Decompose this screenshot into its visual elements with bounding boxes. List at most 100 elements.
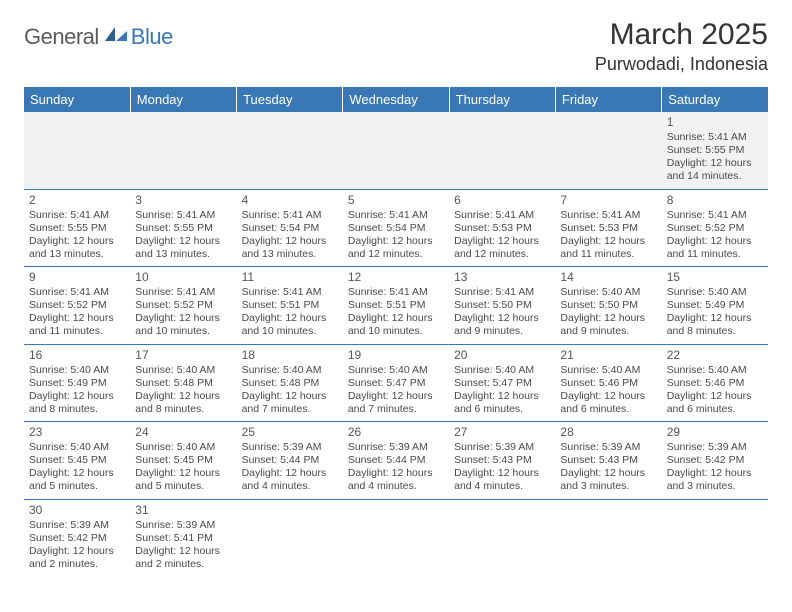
sunrise-text: Sunrise: 5:40 AM bbox=[29, 441, 125, 454]
day-number: 22 bbox=[667, 348, 763, 363]
daylight1-text: Daylight: 12 hours bbox=[135, 390, 231, 403]
daylight1-text: Daylight: 12 hours bbox=[348, 390, 444, 403]
calendar-cell: 8Sunrise: 5:41 AMSunset: 5:52 PMDaylight… bbox=[662, 189, 768, 267]
sunset-text: Sunset: 5:45 PM bbox=[135, 454, 231, 467]
sunset-text: Sunset: 5:54 PM bbox=[348, 222, 444, 235]
daylight1-text: Daylight: 12 hours bbox=[348, 467, 444, 480]
calendar-cell: 29Sunrise: 5:39 AMSunset: 5:42 PMDayligh… bbox=[662, 422, 768, 500]
day-number: 29 bbox=[667, 425, 763, 440]
daylight2-text: and 4 minutes. bbox=[454, 480, 550, 493]
day-number: 16 bbox=[29, 348, 125, 363]
daylight1-text: Daylight: 12 hours bbox=[135, 312, 231, 325]
calendar-row: 16Sunrise: 5:40 AMSunset: 5:49 PMDayligh… bbox=[24, 344, 768, 422]
day-number: 13 bbox=[454, 270, 550, 285]
calendar-cell: 4Sunrise: 5:41 AMSunset: 5:54 PMDaylight… bbox=[237, 189, 343, 267]
day-header: Saturday bbox=[662, 87, 768, 112]
sunrise-text: Sunrise: 5:40 AM bbox=[135, 364, 231, 377]
daylight1-text: Daylight: 12 hours bbox=[135, 545, 231, 558]
daylight1-text: Daylight: 12 hours bbox=[454, 235, 550, 248]
sunrise-text: Sunrise: 5:40 AM bbox=[29, 364, 125, 377]
sunset-text: Sunset: 5:55 PM bbox=[29, 222, 125, 235]
daylight1-text: Daylight: 12 hours bbox=[667, 235, 763, 248]
day-header: Friday bbox=[555, 87, 661, 112]
sunset-text: Sunset: 5:52 PM bbox=[29, 299, 125, 312]
sunset-text: Sunset: 5:52 PM bbox=[135, 299, 231, 312]
sunrise-text: Sunrise: 5:39 AM bbox=[348, 441, 444, 454]
daylight1-text: Daylight: 12 hours bbox=[348, 235, 444, 248]
sunset-text: Sunset: 5:46 PM bbox=[560, 377, 656, 390]
daylight1-text: Daylight: 12 hours bbox=[29, 312, 125, 325]
day-number: 2 bbox=[29, 193, 125, 208]
sunset-text: Sunset: 5:55 PM bbox=[135, 222, 231, 235]
calendar-cell bbox=[449, 112, 555, 189]
day-header: Tuesday bbox=[237, 87, 343, 112]
daylight2-text: and 12 minutes. bbox=[348, 248, 444, 261]
sunset-text: Sunset: 5:53 PM bbox=[454, 222, 550, 235]
sunrise-text: Sunrise: 5:40 AM bbox=[242, 364, 338, 377]
calendar-cell: 28Sunrise: 5:39 AMSunset: 5:43 PMDayligh… bbox=[555, 422, 661, 500]
daylight1-text: Daylight: 12 hours bbox=[454, 312, 550, 325]
day-number: 26 bbox=[348, 425, 444, 440]
sunrise-text: Sunrise: 5:40 AM bbox=[560, 364, 656, 377]
day-number: 25 bbox=[242, 425, 338, 440]
calendar-cell bbox=[130, 112, 236, 189]
daylight1-text: Daylight: 12 hours bbox=[135, 235, 231, 248]
daylight2-text: and 6 minutes. bbox=[560, 403, 656, 416]
calendar-cell bbox=[662, 499, 768, 576]
daylight2-text: and 9 minutes. bbox=[454, 325, 550, 338]
calendar-row: 9Sunrise: 5:41 AMSunset: 5:52 PMDaylight… bbox=[24, 267, 768, 345]
calendar-row: 1Sunrise: 5:41 AMSunset: 5:55 PMDaylight… bbox=[24, 112, 768, 189]
sunrise-text: Sunrise: 5:41 AM bbox=[454, 209, 550, 222]
sunset-text: Sunset: 5:50 PM bbox=[454, 299, 550, 312]
sunset-text: Sunset: 5:51 PM bbox=[242, 299, 338, 312]
daylight2-text: and 2 minutes. bbox=[135, 558, 231, 571]
sunrise-text: Sunrise: 5:41 AM bbox=[667, 131, 763, 144]
sunset-text: Sunset: 5:43 PM bbox=[560, 454, 656, 467]
daylight2-text: and 12 minutes. bbox=[454, 248, 550, 261]
daylight2-text: and 6 minutes. bbox=[454, 403, 550, 416]
day-number: 23 bbox=[29, 425, 125, 440]
calendar-cell bbox=[343, 112, 449, 189]
calendar-cell bbox=[449, 499, 555, 576]
daylight2-text: and 10 minutes. bbox=[242, 325, 338, 338]
daylight2-text: and 4 minutes. bbox=[242, 480, 338, 493]
daylight2-text: and 11 minutes. bbox=[560, 248, 656, 261]
calendar-cell bbox=[555, 112, 661, 189]
day-number: 6 bbox=[454, 193, 550, 208]
daylight1-text: Daylight: 12 hours bbox=[242, 312, 338, 325]
calendar-row: 30Sunrise: 5:39 AMSunset: 5:42 PMDayligh… bbox=[24, 499, 768, 576]
daylight1-text: Daylight: 12 hours bbox=[348, 312, 444, 325]
daylight2-text: and 13 minutes. bbox=[242, 248, 338, 261]
sunrise-text: Sunrise: 5:40 AM bbox=[348, 364, 444, 377]
day-header: Sunday bbox=[24, 87, 130, 112]
day-number: 20 bbox=[454, 348, 550, 363]
day-number: 14 bbox=[560, 270, 656, 285]
day-header-row: Sunday Monday Tuesday Wednesday Thursday… bbox=[24, 87, 768, 112]
day-header: Thursday bbox=[449, 87, 555, 112]
sunset-text: Sunset: 5:44 PM bbox=[242, 454, 338, 467]
daylight2-text: and 5 minutes. bbox=[29, 480, 125, 493]
daylight2-text: and 6 minutes. bbox=[667, 403, 763, 416]
sunrise-text: Sunrise: 5:40 AM bbox=[667, 364, 763, 377]
calendar-cell: 1Sunrise: 5:41 AMSunset: 5:55 PMDaylight… bbox=[662, 112, 768, 189]
sunrise-text: Sunrise: 5:40 AM bbox=[667, 286, 763, 299]
calendar-cell: 3Sunrise: 5:41 AMSunset: 5:55 PMDaylight… bbox=[130, 189, 236, 267]
daylight2-text: and 2 minutes. bbox=[29, 558, 125, 571]
day-number: 4 bbox=[242, 193, 338, 208]
daylight2-text: and 10 minutes. bbox=[135, 325, 231, 338]
daylight1-text: Daylight: 12 hours bbox=[29, 390, 125, 403]
calendar-cell: 22Sunrise: 5:40 AMSunset: 5:46 PMDayligh… bbox=[662, 344, 768, 422]
calendar-cell: 5Sunrise: 5:41 AMSunset: 5:54 PMDaylight… bbox=[343, 189, 449, 267]
sunrise-text: Sunrise: 5:39 AM bbox=[667, 441, 763, 454]
sunrise-text: Sunrise: 5:41 AM bbox=[348, 209, 444, 222]
sunset-text: Sunset: 5:48 PM bbox=[135, 377, 231, 390]
calendar-cell: 17Sunrise: 5:40 AMSunset: 5:48 PMDayligh… bbox=[130, 344, 236, 422]
daylight1-text: Daylight: 12 hours bbox=[560, 467, 656, 480]
day-number: 18 bbox=[242, 348, 338, 363]
daylight1-text: Daylight: 12 hours bbox=[454, 390, 550, 403]
day-header: Wednesday bbox=[343, 87, 449, 112]
daylight1-text: Daylight: 12 hours bbox=[667, 390, 763, 403]
sunrise-text: Sunrise: 5:40 AM bbox=[560, 286, 656, 299]
calendar-cell bbox=[343, 499, 449, 576]
calendar-cell: 14Sunrise: 5:40 AMSunset: 5:50 PMDayligh… bbox=[555, 267, 661, 345]
